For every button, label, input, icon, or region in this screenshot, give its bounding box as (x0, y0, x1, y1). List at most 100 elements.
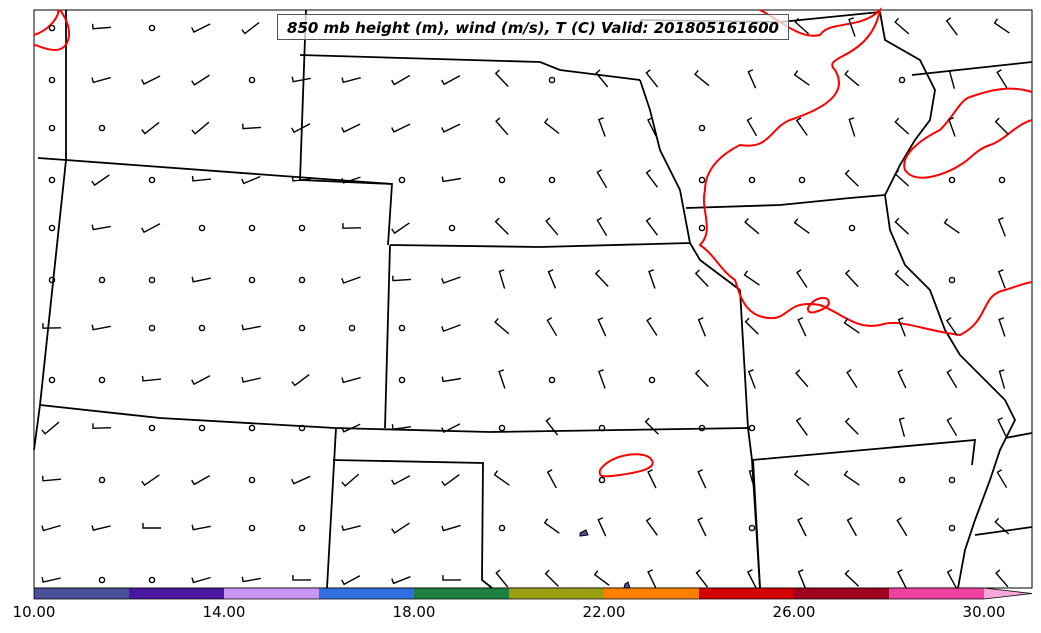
wind-barb (241, 175, 261, 185)
calm-wind-marker (448, 224, 456, 232)
wind-barb (746, 569, 757, 589)
wind-barb (597, 317, 607, 337)
wind-barb (241, 576, 262, 583)
wind-barb (598, 117, 606, 137)
border-ia-mo (685, 194, 886, 209)
wind-barb (797, 569, 807, 589)
calm-wind-marker (898, 76, 906, 84)
colorbar-tick-label: 14.00 (202, 603, 246, 621)
wind-barb (996, 69, 1008, 88)
wind-barb (191, 474, 211, 486)
border-ia-wi (911, 61, 1033, 76)
wind-barb (341, 525, 361, 532)
wind-barb (694, 69, 710, 87)
colorbar-tick-label: 26.00 (772, 603, 816, 621)
wind-barb (545, 217, 559, 236)
border-ok-ar (752, 459, 761, 589)
colorbar-outline (33, 587, 1033, 600)
wind-barb (341, 423, 361, 433)
calm-wind-marker (298, 324, 306, 332)
wind-barb (697, 317, 707, 337)
calm-wind-marker (48, 376, 56, 384)
wind-barb (242, 123, 262, 130)
wind-barb (647, 569, 657, 589)
wind-barb (498, 269, 506, 289)
colorbar-segment (224, 588, 320, 599)
wind-barb (795, 417, 808, 436)
calm-wind-marker (698, 424, 706, 432)
wind-barb (946, 369, 958, 389)
wind-barb (894, 17, 910, 35)
wind-barb (341, 376, 361, 384)
wind-barb (993, 18, 1010, 34)
calm-wind-marker (898, 476, 906, 484)
wind-barb (141, 474, 160, 487)
wind-barb (543, 518, 560, 534)
calm-wind-marker (198, 324, 206, 332)
calm-wind-marker (748, 176, 756, 184)
contour-east (903, 87, 1033, 179)
calm-wind-marker (248, 476, 256, 484)
wind-barb (341, 473, 360, 487)
wind-barb (995, 569, 1009, 588)
calm-wind-marker (98, 576, 106, 584)
calm-wind-marker (248, 524, 256, 532)
wind-barb (695, 569, 709, 588)
wind-barb (645, 169, 658, 188)
wind-barb (441, 276, 461, 284)
calm-wind-marker (548, 376, 556, 384)
contour-nw (33, 9, 70, 52)
wind-barb (141, 121, 160, 135)
calm-wind-marker (548, 176, 556, 184)
wind-barb (645, 69, 659, 88)
wind-barb (996, 469, 1008, 489)
wind-barb (41, 475, 62, 482)
wind-barb (91, 525, 111, 531)
calm-wind-marker (348, 324, 356, 332)
border-sd-ne (299, 54, 641, 81)
wind-barb (241, 376, 261, 383)
colorbar-segment (129, 588, 225, 599)
calm-wind-marker (98, 376, 106, 384)
wind-barb (645, 517, 658, 536)
wind-barb (793, 470, 810, 487)
wind-barb (694, 369, 709, 388)
colorbar-tick-label: 30.00 (962, 603, 1006, 621)
wind-barb (341, 123, 361, 133)
wind-barb (894, 217, 910, 235)
colorbar-tick-label: 22.00 (582, 603, 626, 621)
wind-barb (795, 369, 809, 388)
calm-wind-marker (748, 424, 756, 432)
wind-barb (191, 276, 211, 283)
calm-wind-marker (248, 424, 256, 432)
wind-barb (141, 75, 161, 85)
wind-barb (546, 469, 557, 489)
wind-barb (291, 175, 312, 182)
wind-barb (494, 317, 510, 335)
colorbar-segment (414, 588, 510, 599)
calm-wind-marker (148, 424, 156, 432)
wind-barb (441, 75, 461, 86)
wind-barb (191, 375, 211, 386)
wind-barb (843, 470, 860, 486)
wind-barb (697, 469, 707, 489)
colorbar-segment (319, 588, 415, 599)
wind-barb (291, 374, 310, 387)
wind-barb (41, 577, 61, 583)
wind-barb (748, 469, 756, 489)
wind-barb (645, 217, 658, 236)
wind-barb (493, 470, 510, 486)
calm-wind-marker (398, 324, 406, 332)
wind-barb (848, 17, 856, 37)
wind-barb (644, 417, 659, 435)
border-ne-ks (389, 242, 691, 248)
wind-barb (896, 569, 907, 589)
wind-barb (292, 575, 312, 581)
wind-barb (391, 74, 411, 86)
wind-barb (846, 369, 858, 388)
wind-barb (91, 76, 111, 84)
wind-barb (441, 123, 461, 133)
wind-barb (844, 569, 860, 587)
wind-barb (391, 424, 411, 430)
border-il-ky (1004, 432, 1033, 439)
